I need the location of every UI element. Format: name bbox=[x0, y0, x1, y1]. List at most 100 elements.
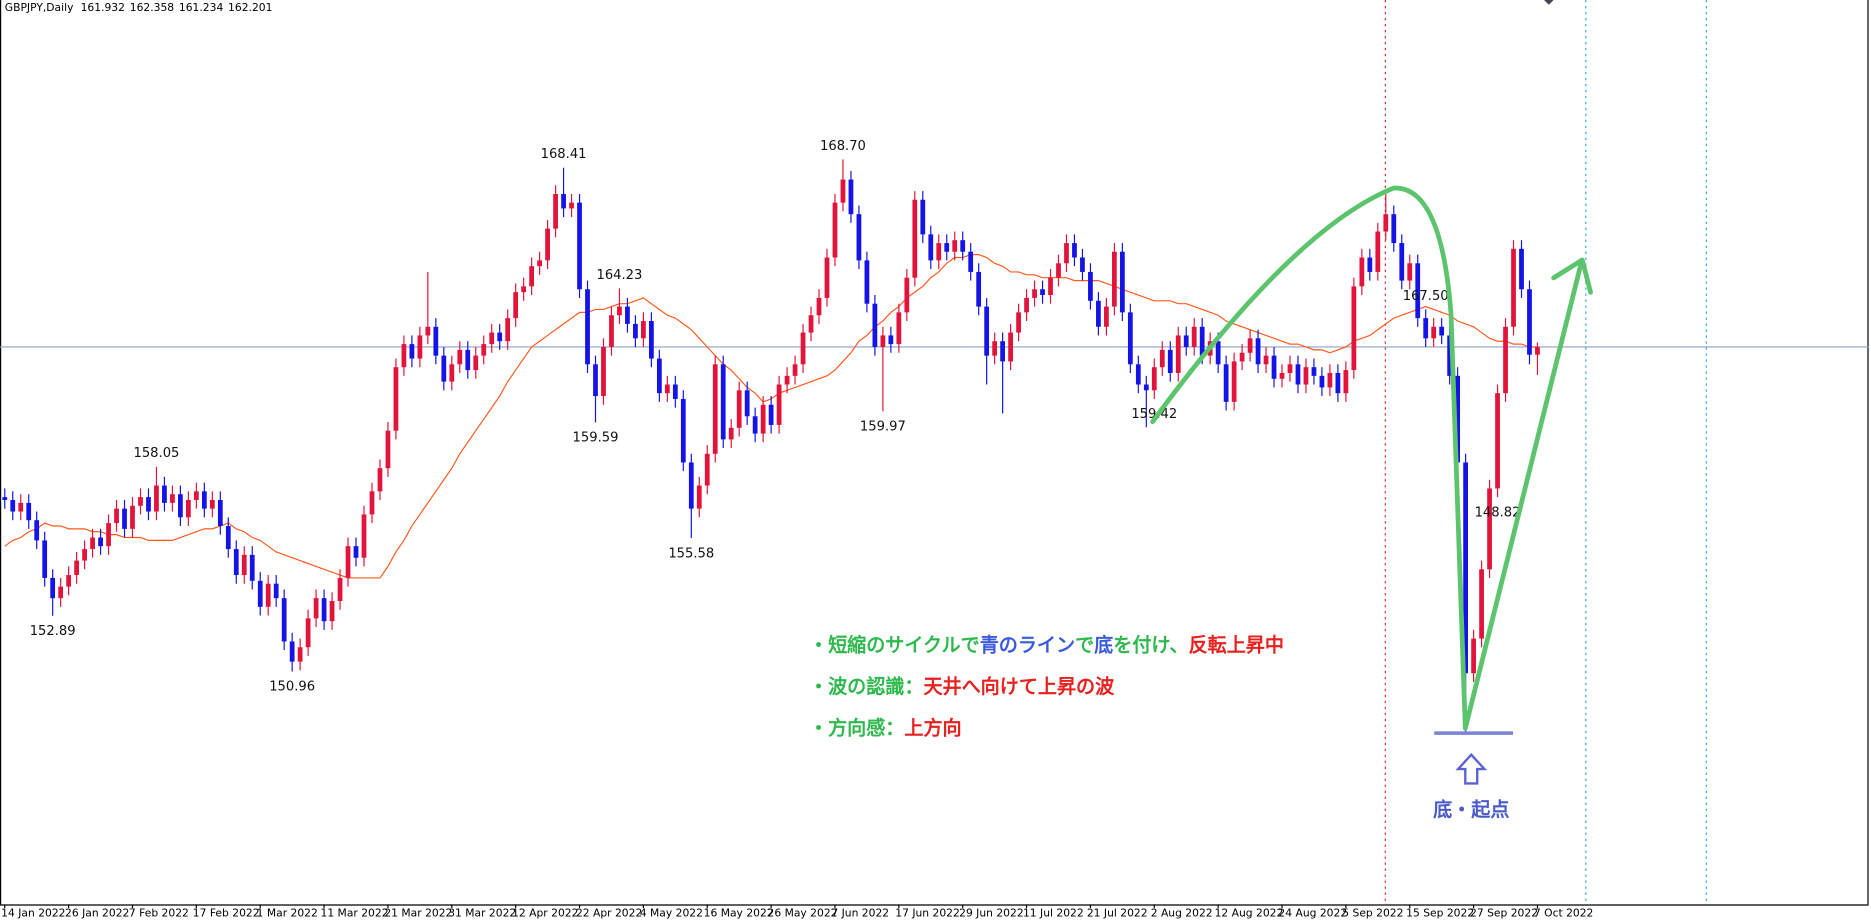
candle-body bbox=[146, 497, 151, 512]
candle-body bbox=[760, 404, 766, 434]
low-label: 148.82 bbox=[1475, 505, 1521, 520]
candle-body bbox=[1104, 306, 1109, 327]
candle-body bbox=[928, 234, 934, 261]
candle-body bbox=[265, 583, 271, 607]
candle-body bbox=[34, 520, 40, 541]
candle-body bbox=[1223, 364, 1229, 402]
candle-body bbox=[585, 289, 590, 365]
candle-body bbox=[513, 292, 519, 319]
candle-body bbox=[1535, 346, 1540, 355]
candle-body bbox=[633, 323, 638, 339]
x-tick-label: 7 Oct 2022 bbox=[1534, 906, 1594, 919]
candle-body bbox=[1008, 332, 1013, 362]
candle-body bbox=[138, 497, 143, 506]
origin-label: 底・起点 bbox=[1433, 798, 1509, 821]
x-tick-label: 4 May 2022 bbox=[640, 906, 703, 919]
candle-body bbox=[26, 502, 32, 521]
header: GBPJPY,Daily 161.932 162.358 161.234 162.201 bbox=[5, 1, 273, 14]
candle-body bbox=[90, 537, 95, 550]
candle-body bbox=[393, 367, 399, 431]
note-segment: 底 bbox=[1094, 634, 1113, 657]
candle-body bbox=[1359, 257, 1365, 287]
candle-body bbox=[1391, 214, 1397, 244]
candle-body bbox=[289, 641, 295, 662]
symbol-title: GBPJPY,Daily bbox=[5, 1, 74, 14]
candle-body bbox=[1439, 326, 1445, 336]
candle-body bbox=[712, 364, 718, 454]
x-tick-label: 5 Sep 2022 bbox=[1342, 906, 1403, 919]
high-label: 168.41 bbox=[541, 147, 587, 162]
candle-body bbox=[1503, 326, 1508, 394]
x-tick-label: 12 Aug 2022 bbox=[1215, 906, 1284, 919]
candle-body bbox=[1135, 364, 1141, 385]
candle-body bbox=[1495, 393, 1500, 489]
low-label: 159.97 bbox=[860, 420, 906, 435]
candle-body bbox=[217, 499, 223, 526]
candle-body bbox=[481, 344, 487, 356]
candle-body bbox=[1088, 271, 1093, 301]
candle-body bbox=[1343, 370, 1349, 394]
candle-body bbox=[1351, 286, 1357, 371]
candle-body bbox=[1072, 243, 1077, 258]
candle-body bbox=[82, 549, 87, 561]
candle-body bbox=[201, 491, 207, 509]
candle-body bbox=[792, 364, 798, 376]
x-tick-label: 21 Mar 2022 bbox=[384, 906, 452, 919]
candle-body bbox=[872, 303, 878, 347]
ohlc-high: 162.358 bbox=[130, 1, 175, 14]
note-line: ・方向感：上方向 bbox=[809, 716, 962, 739]
candle-body bbox=[800, 332, 806, 365]
candle-body bbox=[122, 508, 127, 529]
candle-body bbox=[1327, 372, 1333, 388]
candle-body bbox=[1167, 349, 1173, 373]
candle-body bbox=[1487, 488, 1492, 570]
candle-body bbox=[497, 332, 503, 342]
x-tick-label: 29 Jun 2022 bbox=[959, 906, 1024, 919]
candle-body bbox=[10, 499, 16, 512]
ohlc-close: 162.201 bbox=[228, 1, 272, 14]
candle-body bbox=[752, 416, 758, 434]
candle-body bbox=[728, 427, 734, 440]
candle-body bbox=[1311, 367, 1317, 376]
high-label: 164.23 bbox=[596, 268, 642, 283]
candle-body bbox=[42, 540, 48, 578]
candle-body bbox=[1056, 263, 1061, 278]
candle-body bbox=[313, 598, 319, 619]
note-segment: 天井へ向けて上昇の波 bbox=[923, 675, 1115, 698]
x-tick-label: 21 Jul 2022 bbox=[1087, 906, 1148, 919]
candle-body bbox=[345, 546, 351, 578]
candle-body bbox=[1527, 289, 1532, 355]
note-line: ・波の認識：天井へ向けて上昇の波 bbox=[809, 675, 1115, 698]
candle-body bbox=[992, 341, 998, 356]
candle-body bbox=[832, 202, 838, 258]
candle-body bbox=[417, 335, 423, 359]
candle-body bbox=[50, 577, 56, 599]
drawing: 底・起点 bbox=[1150, 185, 1593, 821]
candle-body bbox=[489, 332, 495, 345]
candle-body bbox=[281, 598, 287, 642]
candle-body bbox=[1064, 243, 1069, 264]
candle-body bbox=[441, 355, 447, 382]
candle-body bbox=[1415, 263, 1421, 319]
high-label: 167.50 bbox=[1403, 289, 1449, 304]
x-tick-label: 7 Feb 2022 bbox=[129, 906, 189, 919]
candle-body bbox=[225, 525, 231, 550]
candle-body bbox=[656, 358, 662, 394]
candle-body bbox=[2, 497, 8, 500]
candle-body bbox=[1383, 214, 1389, 232]
candle-body bbox=[66, 575, 72, 587]
note-segment: ・短縮のサイクルで bbox=[809, 634, 980, 657]
candle-body bbox=[257, 580, 263, 607]
candle-body bbox=[425, 326, 431, 336]
candle-body bbox=[18, 502, 24, 512]
candle-body bbox=[1471, 638, 1476, 674]
candle-body bbox=[609, 315, 614, 347]
candle-body bbox=[1375, 231, 1381, 272]
candle-body bbox=[1271, 355, 1277, 379]
low-label: 155.58 bbox=[668, 546, 714, 561]
candle-body bbox=[385, 430, 391, 469]
candle-body bbox=[960, 240, 966, 252]
